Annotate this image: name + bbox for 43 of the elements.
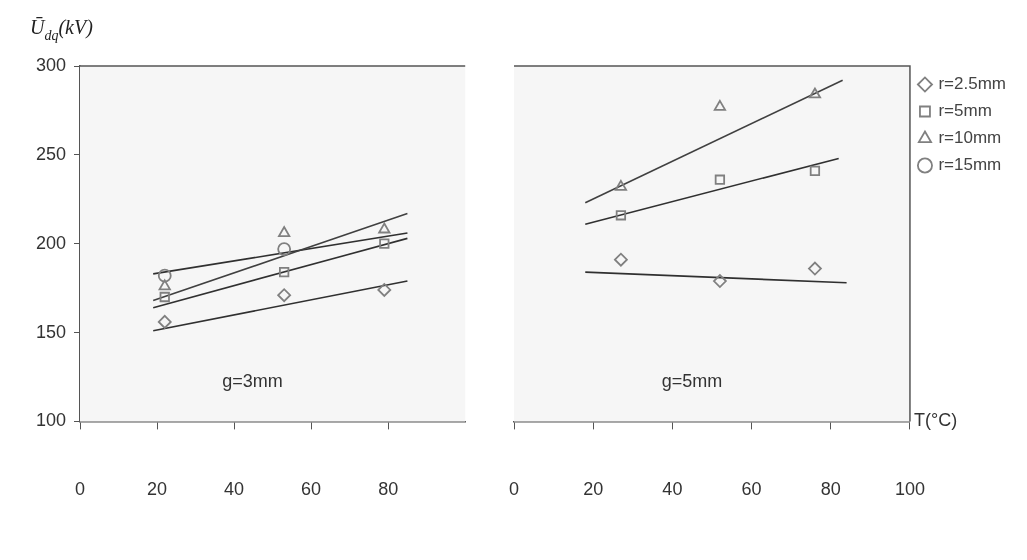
x-tick-label: 100 <box>894 479 925 500</box>
x-tick-label: 60 <box>741 479 762 500</box>
legend-label: r=15mm <box>938 155 1002 175</box>
x-axis-title: T(°C) <box>913 410 958 431</box>
x-tick-label: 20 <box>583 479 604 500</box>
point <box>377 283 392 297</box>
point <box>614 179 628 191</box>
point <box>714 174 726 185</box>
point <box>809 165 821 176</box>
x-tick-label: 20 <box>147 479 168 500</box>
x-tick-label: 80 <box>820 479 841 500</box>
point <box>808 87 822 99</box>
point <box>277 288 292 303</box>
point <box>713 274 727 288</box>
point <box>808 261 822 276</box>
point <box>279 266 290 278</box>
legend-label: r=2.5mm <box>938 74 1006 94</box>
y-tick-label: 250 <box>35 143 66 164</box>
legend-label: r=10mm <box>938 128 1002 148</box>
y-tick-label: 100 <box>35 410 66 431</box>
point <box>277 242 292 256</box>
y-tick-label: 200 <box>35 232 66 253</box>
annotation: g=5mm <box>661 371 723 392</box>
point <box>157 314 172 329</box>
x-tick-label: 80 <box>378 479 399 500</box>
x-tick-label: 40 <box>662 479 683 500</box>
point <box>614 252 628 267</box>
point <box>379 238 390 249</box>
x-tick-label: 40 <box>224 479 245 500</box>
y-tick-label: 150 <box>35 321 66 342</box>
x-tick-label: 0 <box>74 479 86 500</box>
point <box>378 222 391 234</box>
annotation: g=3mm <box>222 371 283 392</box>
point <box>157 268 172 283</box>
point <box>159 291 170 303</box>
point <box>713 99 726 111</box>
point <box>158 279 171 291</box>
legend-label: r=5mm <box>938 101 992 121</box>
y-tick-label: 300 <box>35 54 66 75</box>
point <box>615 210 627 221</box>
x-tick-label: 60 <box>301 479 322 500</box>
x-tick-label: 0 <box>509 479 520 500</box>
point <box>278 226 291 237</box>
